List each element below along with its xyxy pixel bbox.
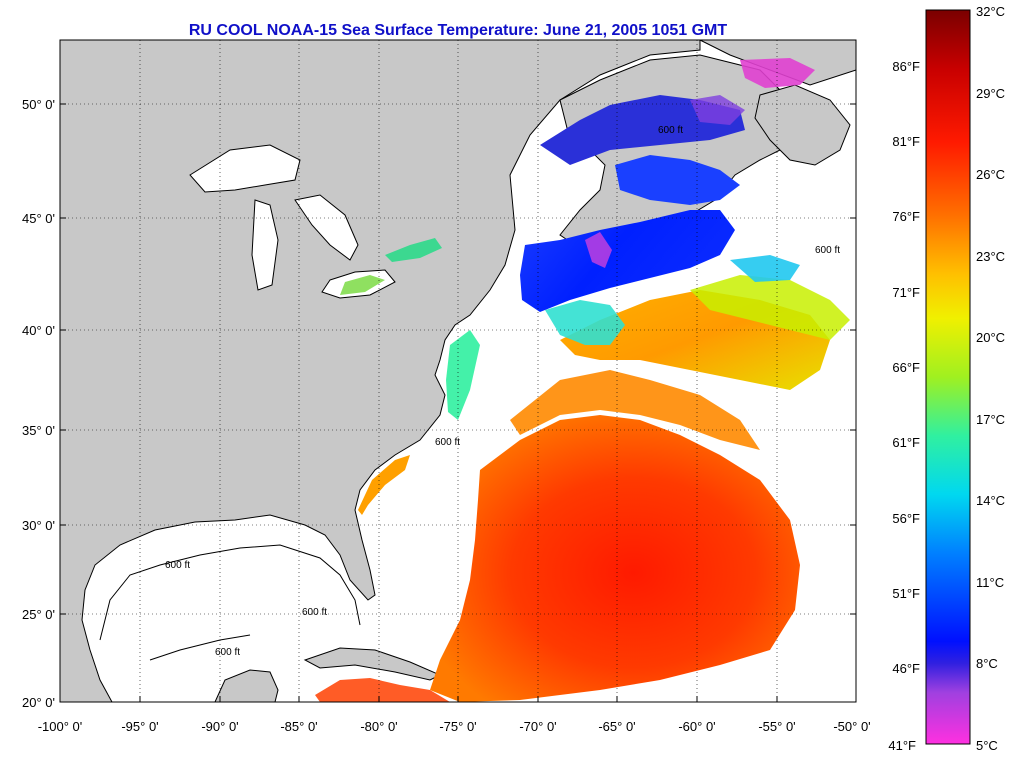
axis-ticks (60, 103, 856, 702)
lon-label: -55° 0' (758, 719, 795, 734)
lon-label: -50° 0' (833, 719, 870, 734)
sst-yellow-green (690, 275, 850, 340)
latitude-labels: 50° 0' 45° 0' 40° 0' 35° 0' 30° 0' 25° 0… (22, 97, 55, 710)
gulf-inner-isobath (149, 634, 251, 661)
land-north-america (59, 39, 701, 703)
sst-caribbean (315, 678, 450, 702)
lat-label: 50° 0' (22, 97, 55, 112)
longitude-labels: -100° 0' -95° 0' -90° 0' -85° 0' -80° 0'… (38, 719, 871, 734)
sst-cyan-east (730, 255, 800, 282)
sst-cold-northeast (540, 95, 745, 165)
graticule (60, 40, 856, 702)
lon-label: -60° 0' (678, 719, 715, 734)
lat-label: 25° 0' (22, 607, 55, 622)
lat-label: 20° 0' (22, 695, 55, 710)
sst-cold-gulf-st-lawrence (615, 155, 740, 205)
lon-label: -95° 0' (121, 719, 158, 734)
plot-area: 600 ft 600 ft 600 ft 600 ft 600 ft 600 f… (59, 39, 857, 703)
lat-label: 30° 0' (22, 518, 55, 533)
isobath-label: 600 ft (435, 437, 460, 448)
lon-label: -80° 0' (360, 719, 397, 734)
great-lakes (189, 144, 396, 299)
gulf-shelf-isobath (99, 544, 361, 641)
isobath-label: 600 ft (165, 560, 190, 571)
sst-cold-gulf-of-maine (520, 210, 735, 312)
lon-label: -100° 0' (38, 719, 83, 734)
lon-label: -65° 0' (598, 719, 635, 734)
sst-orange-band (510, 370, 760, 450)
lake-ontario-sst (340, 238, 442, 295)
sst-purple-patch (585, 232, 612, 268)
sst-cyan-gulfstream-edge (446, 330, 480, 420)
isobath-label: 600 ft (215, 647, 240, 658)
lon-label: -75° 0' (439, 719, 476, 734)
lat-label: 40° 0' (22, 323, 55, 338)
map-title: RU COOL NOAA-15 Sea Surface Temperature:… (188, 22, 728, 39)
lat-label: 45° 0' (22, 211, 55, 226)
lon-label: -90° 0' (201, 719, 238, 734)
isobath-label: 600 ft (815, 245, 840, 256)
lat-label: 35° 0' (22, 423, 55, 438)
isobath-label: 600 ft (658, 125, 683, 136)
sst-florida-coast (358, 455, 410, 515)
sst-warm-pool (430, 415, 800, 702)
land-newfoundland (754, 84, 851, 166)
sst-cyan (545, 300, 625, 345)
lon-label: -70° 0' (519, 719, 556, 734)
isobath-labels: 600 ft 600 ft 600 ft 600 ft 600 ft 600 f… (165, 125, 840, 658)
lon-label: -85° 0' (280, 719, 317, 734)
sst-magenta-north (740, 58, 815, 88)
isobath-label: 600 ft (302, 607, 327, 618)
sst-purple-north (690, 95, 745, 125)
